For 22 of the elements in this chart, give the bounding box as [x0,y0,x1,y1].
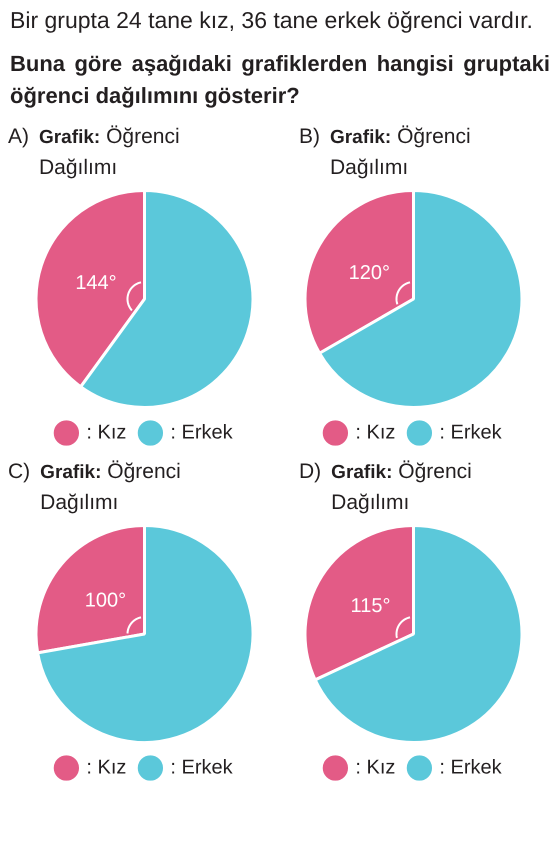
legend-label: : Erkek [439,422,503,444]
text: D) [299,459,322,485]
legend-label: : Kız [86,756,126,779]
legend-label: : Erkek [170,756,234,779]
chart-title: Grafik: Öğrenci Dağılımı [39,124,181,181]
legend-label: : Erkek [170,422,234,444]
text: Bir grupta 24 tane kız, 36 tane erkek öğrenci vardır. [10,6,534,35]
data-label: 120° [348,262,390,284]
text: C) [8,459,30,485]
data-label: 115° [350,595,390,618]
legend-label: : Kız [355,756,396,779]
data-label: 144° [75,272,117,294]
text: Buna göre aşağıdaki grafiklerden hangisi gruptaki öğrenci dağılımını gösterir? [10,50,550,110]
data-label: 100° [84,590,126,612]
text: B) [299,124,320,150]
legend-label: : Kız [86,422,126,444]
chart-title: Grafik: Öğrenci Dağılımı [330,124,472,181]
chart-title: Grafik: Öğrenci Dağılımı [40,459,182,516]
legend-label: : Kız [355,422,396,444]
chart-title: Grafik: Öğrenci Dağılımı [331,459,473,516]
legend-label: : Erkek [439,756,503,779]
text: A) [8,124,29,150]
